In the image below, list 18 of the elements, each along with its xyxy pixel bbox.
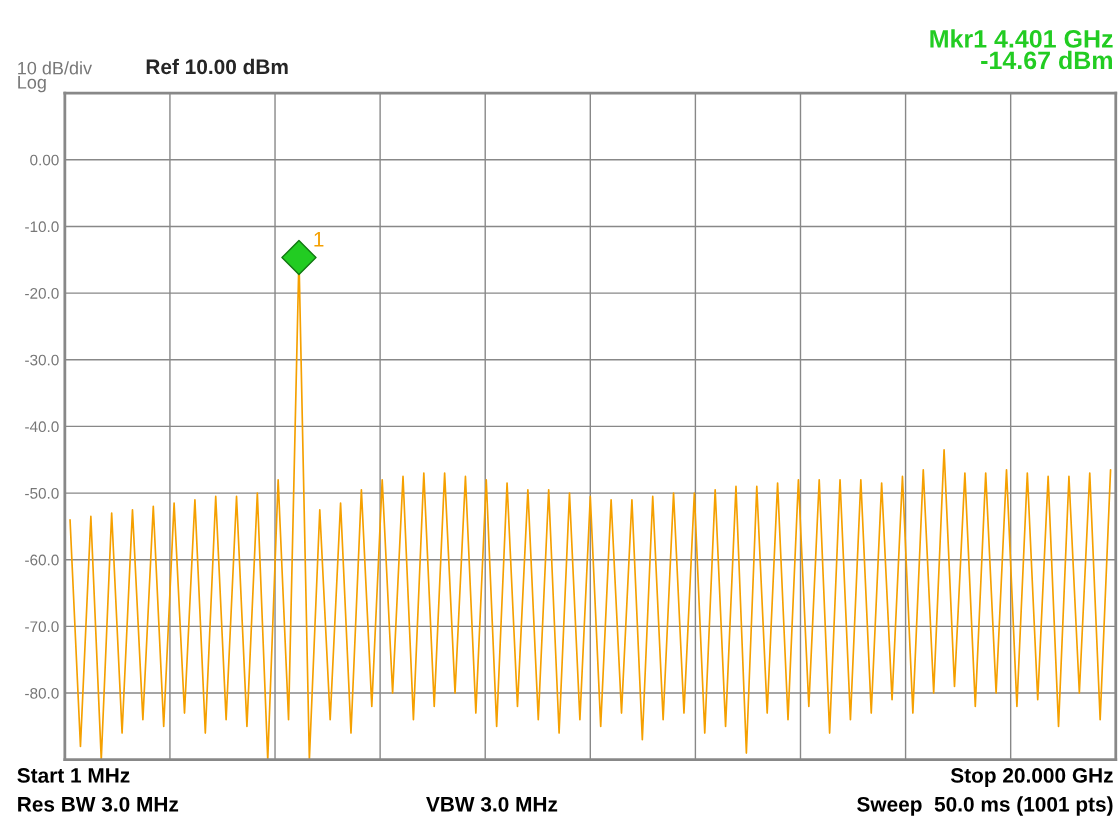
annotation: 1 (314, 232, 324, 247)
text: Stop 20.000 GHz (950, 768, 1113, 787)
y-axis-title: 10 dB/div Log (18, 61, 92, 93)
y-tick-label: -40.0 (25, 421, 59, 433)
y-tick-label: 0.00 (30, 154, 59, 166)
text: Mkr1 4.401 GHz -14.67 dBm (930, 29, 1113, 70)
text: Sweep 50.0 ms (1001 pts) (857, 796, 1113, 816)
y-tick-label: -10.0 (25, 221, 59, 233)
y-tick-label: -20.0 (25, 287, 59, 299)
y-tick-label: -50.0 (25, 487, 59, 499)
y-tick-label: -80.0 (25, 687, 59, 699)
text: Start 1 MHz (17, 768, 130, 783)
y-tick-label: -60.0 (25, 554, 59, 566)
y-tick-label: -30.0 (25, 354, 59, 366)
chart-title: Ref 10.00 dBm (146, 58, 288, 75)
text: Res BW 3.0 MHz (18, 796, 179, 812)
y-tick-label: -70.0 (25, 621, 59, 633)
text: VBW 3.0 MHz (426, 796, 558, 812)
